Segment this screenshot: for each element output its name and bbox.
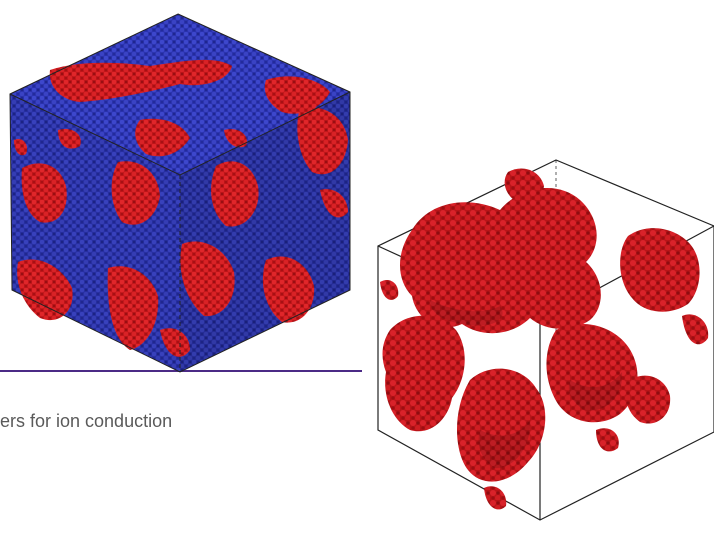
red-network-cube-render bbox=[377, 159, 714, 521]
caption-text: ers for ion conduction bbox=[0, 411, 173, 431]
blue-red-cube-render bbox=[9, 13, 351, 373]
